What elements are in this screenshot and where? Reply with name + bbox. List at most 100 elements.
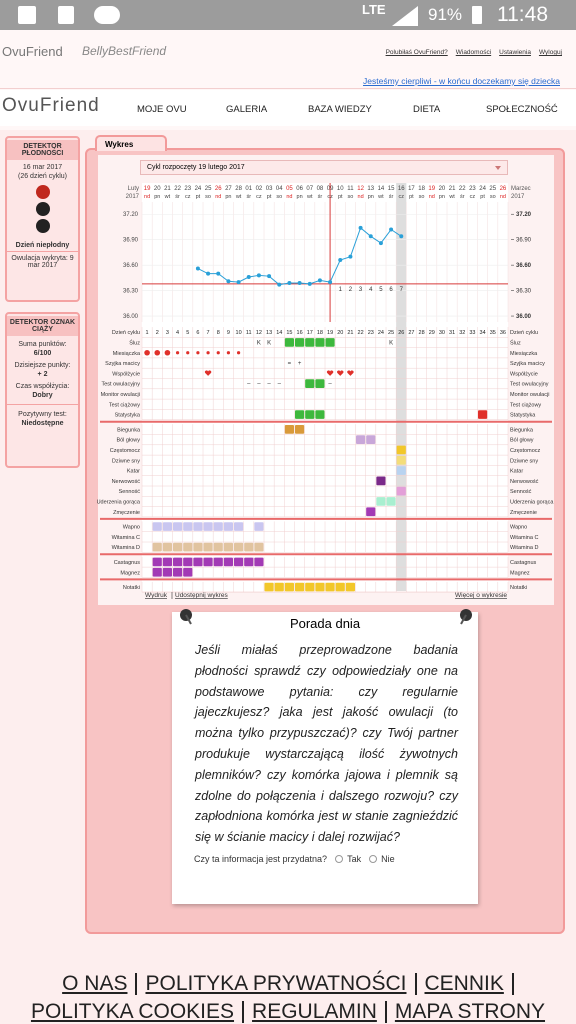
- row-label: Notatki: [123, 585, 140, 591]
- traffic-light: [35, 185, 50, 233]
- weekday-label: wt: [448, 194, 455, 200]
- status-bar: LTE 91% 11:48: [0, 0, 576, 30]
- cell-box: [284, 338, 294, 347]
- row-label: Współżycie: [510, 371, 538, 377]
- app-icon: [58, 6, 74, 24]
- weekday-label: wt: [306, 194, 313, 200]
- row-label: Katar: [510, 469, 523, 475]
- temperature-point: [307, 281, 312, 286]
- cell-box: [315, 582, 325, 592]
- logo-belly[interactable]: BellyBestFriend: [82, 44, 167, 58]
- top-link[interactable]: Ustawienia: [499, 49, 531, 56]
- row-label: Wapno: [510, 525, 527, 531]
- cell-box: [295, 582, 305, 592]
- radio[interactable]: [335, 855, 344, 863]
- row-label: Monitor owulacji: [510, 392, 549, 398]
- cell-drop: [144, 349, 150, 356]
- weekday-label: pt: [409, 194, 414, 200]
- top-link[interactable]: Polubiłaś OvuFriend?: [385, 49, 448, 56]
- row-label: Dziwne sny: [112, 458, 140, 464]
- footer-link[interactable]: MAPA STRONY: [394, 1000, 546, 1023]
- footer-link[interactable]: O NAS: [62, 972, 128, 995]
- weekday-label: wt: [235, 194, 242, 200]
- cell-box: [234, 542, 244, 552]
- nav-logo[interactable]: OvuFriend: [2, 95, 100, 116]
- post-ovulation-day: 2: [349, 287, 353, 293]
- cell-box: [173, 557, 183, 567]
- nav-item[interactable]: MOJE OVU: [137, 104, 187, 115]
- cell-box: [315, 410, 325, 419]
- cycle-day: 9: [227, 330, 230, 336]
- cycle-day: 3: [166, 330, 169, 336]
- chart-link[interactable]: Więcej o wykresie: [455, 592, 507, 599]
- row-label: Statystyka: [115, 413, 141, 419]
- cycle-day: 18: [317, 330, 323, 336]
- weekday-label: śr: [389, 194, 394, 200]
- footer-link[interactable]: REGULAMIN: [252, 1000, 377, 1023]
- nav-item[interactable]: BAZA WIEDZY: [308, 104, 372, 115]
- post-ovulation-day: 5: [379, 287, 383, 293]
- tagline[interactable]: Jesteśmy cierpliwi - w końcu doczekamy s…: [363, 76, 560, 86]
- radio[interactable]: [369, 855, 378, 863]
- row-label: Biegunka: [510, 427, 534, 433]
- weekday-label: cz: [185, 194, 191, 200]
- cell-box: [396, 466, 406, 475]
- date-label: 06: [296, 186, 303, 192]
- top-link[interactable]: Wiadomości: [455, 49, 492, 56]
- chart-link[interactable]: Wydruk: [145, 592, 168, 599]
- row-label: Test ciążowy: [109, 402, 140, 408]
- row-label: Katar: [127, 469, 140, 475]
- cycle-day: 19: [327, 330, 333, 336]
- nav-item[interactable]: DIETA: [413, 104, 441, 115]
- nav-item[interactable]: SPOŁECZNOŚĆ: [486, 104, 558, 115]
- footer: O NAS POLITYKA PRYWATNOŚCI CENNIK POLITYKA …: [0, 970, 576, 1024]
- cell-box: [213, 522, 223, 531]
- logo[interactable]: OvuFriend: [2, 44, 63, 59]
- date: 16 mar 2017: [22, 164, 63, 171]
- row-label: Nerwowość: [112, 479, 141, 485]
- cell-box: [356, 435, 366, 444]
- battery-icon: [472, 6, 482, 24]
- date-label: 01: [245, 186, 252, 192]
- cycle-day: 1: [146, 330, 149, 336]
- temperature-point: [267, 274, 272, 279]
- option[interactable]: Tak: [347, 854, 362, 864]
- weekday-label: pn: [154, 194, 160, 200]
- row-label: Dzień cyklu: [112, 330, 140, 336]
- cycle-select[interactable]: Cykl rozpoczęty 19 lutego 2017: [140, 160, 508, 175]
- temperature-point: [338, 258, 343, 263]
- weekday-label: cz: [256, 194, 262, 200]
- item-label: Pozytywny test:: [18, 411, 67, 418]
- option[interactable]: Nie: [381, 854, 395, 864]
- cycle-day: 22: [358, 330, 364, 336]
- cell-box: [396, 486, 406, 496]
- cell-box: [203, 522, 213, 531]
- footer-separator: [135, 973, 138, 995]
- tab[interactable]: Wykres: [95, 135, 167, 151]
- date-label: 20: [439, 186, 446, 192]
- cell-box: [173, 567, 183, 577]
- row-label: Śluz: [510, 338, 521, 346]
- weekday-label: so: [348, 194, 354, 200]
- chart-link[interactable]: Udostępnij wykres: [175, 592, 228, 599]
- temperature-point: [317, 278, 322, 283]
- weekday-label: pn: [368, 194, 374, 200]
- date-label: 26: [500, 186, 507, 192]
- footer-link[interactable]: POLITYKA PRYWATNOŚCI: [145, 972, 407, 995]
- cell-box: [234, 522, 244, 531]
- row-label: Witamina C: [510, 535, 538, 541]
- month-label: Luty: [128, 186, 139, 192]
- cycle-day: 11: [246, 330, 252, 336]
- cell-box: [386, 497, 396, 506]
- footer-link[interactable]: POLITYKA COOKIES: [30, 1000, 235, 1023]
- cycle-day: 5: [186, 330, 189, 336]
- y-tick-label: 37.20: [123, 212, 139, 218]
- cycle-day: 16: [297, 330, 303, 336]
- footer-link[interactable]: CENNIK: [424, 972, 504, 995]
- top-link[interactable]: Wyloguj: [538, 49, 562, 56]
- row-label: Biegunka: [117, 427, 141, 433]
- weekday-label: pt: [196, 194, 201, 200]
- cycle-day: 13: [266, 330, 272, 336]
- nav-item[interactable]: GALERIA: [226, 104, 268, 115]
